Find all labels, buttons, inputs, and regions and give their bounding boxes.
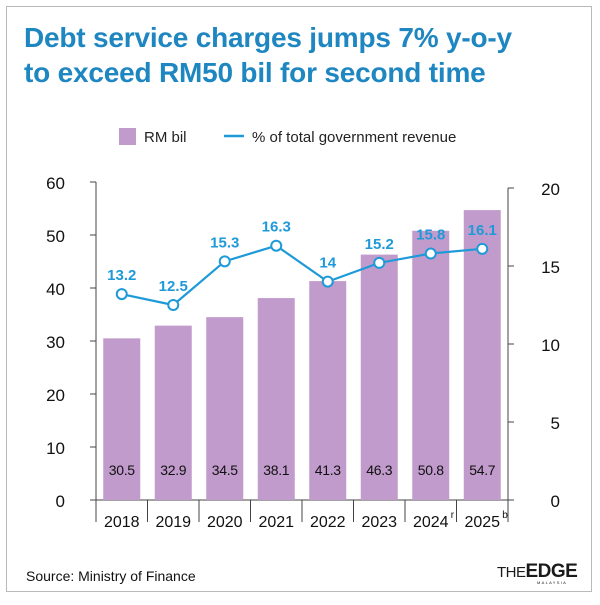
line-point-2023: [373, 256, 386, 269]
x-tick-label: 2021: [258, 514, 294, 531]
legend-line-label: % of total government revenue: [252, 129, 456, 146]
bar-value-label: 46.3: [366, 462, 393, 478]
x-tick-superscript: b: [502, 510, 508, 521]
x-tick-label: 2019: [155, 514, 191, 531]
bar-2019: [154, 325, 192, 500]
logo-edge: EDGE: [525, 561, 578, 582]
bar-value-label: 54.7: [469, 462, 496, 478]
x-tick-label: 2022: [310, 514, 346, 531]
right-tick-label: 0: [551, 492, 560, 511]
left-tick-label: 0: [56, 492, 65, 511]
line-value-label: 15.2: [365, 236, 394, 253]
bar-value-label: 41.3: [315, 462, 342, 478]
line-value-label: 16.1: [468, 222, 497, 239]
line-series: [121, 244, 483, 307]
line-value-label: 16.3: [262, 219, 291, 236]
right-tick-label: 15: [541, 258, 560, 277]
bar-2021: [257, 298, 295, 500]
logo-the: THE: [497, 564, 526, 581]
line-point-2018: [115, 288, 128, 301]
x-tick-label: 2024: [413, 514, 449, 531]
line-value-label: 15.3: [210, 234, 239, 251]
x-tick-label: 2025: [464, 514, 500, 531]
x-tick-label: 2018: [104, 514, 140, 531]
line-point-2022: [321, 275, 334, 288]
bar-value-label: 32.9: [160, 462, 187, 478]
bar-value-label: 38.1: [263, 462, 290, 478]
bar-2018: [103, 338, 141, 500]
x-tick-superscript: r: [451, 510, 455, 521]
bar-2022: [309, 281, 347, 500]
source-note: Source: Ministry of Finance: [26, 568, 196, 584]
bar-value-label: 30.5: [109, 462, 136, 478]
left-tick-label: 50: [46, 227, 65, 246]
line-point-2024: [424, 247, 437, 260]
logo-sub: MALAYSIA: [537, 580, 568, 585]
left-tick-label: 40: [46, 280, 65, 299]
legend-bar-swatch: [119, 128, 136, 145]
bar-2025: [463, 210, 501, 500]
left-tick-label: 30: [46, 333, 65, 352]
bar-2023: [360, 254, 398, 500]
legend-bar-label: RM bil: [144, 129, 187, 146]
right-tick-label: 5: [551, 414, 560, 433]
line-value-label: 12.5: [159, 278, 188, 295]
title-line-2: to exceed RM50 bil for second time: [24, 57, 486, 88]
left-tick-label: 20: [46, 386, 65, 405]
x-tick-label: 2020: [207, 514, 243, 531]
left-tick-label: 10: [46, 439, 65, 458]
right-tick-label: 10: [541, 336, 560, 355]
bar-value-label: 34.5: [212, 462, 239, 478]
line-value-label: 13.2: [107, 267, 136, 284]
bar-2024: [412, 230, 450, 500]
chart-title: Debt service charges jumps 7% y-o-y to e…: [24, 20, 584, 90]
line-value-label: 15.8: [416, 227, 445, 244]
left-tick-label: 60: [46, 174, 65, 193]
line-value-label: 14: [319, 255, 336, 272]
line-point-2019: [167, 299, 180, 311]
line-point-2020: [218, 255, 231, 268]
title-line-1: Debt service charges jumps 7% y-o-y: [24, 22, 512, 53]
line-point-2025: [476, 242, 489, 255]
right-tick-label: 20: [541, 180, 560, 199]
the-edge-logo: THEEDGE MALAYSIA: [497, 562, 589, 588]
line-point-2021: [270, 239, 283, 252]
bar-2020: [206, 317, 244, 500]
bar-value-label: 50.8: [418, 462, 445, 478]
x-tick-label: 2023: [361, 514, 397, 531]
